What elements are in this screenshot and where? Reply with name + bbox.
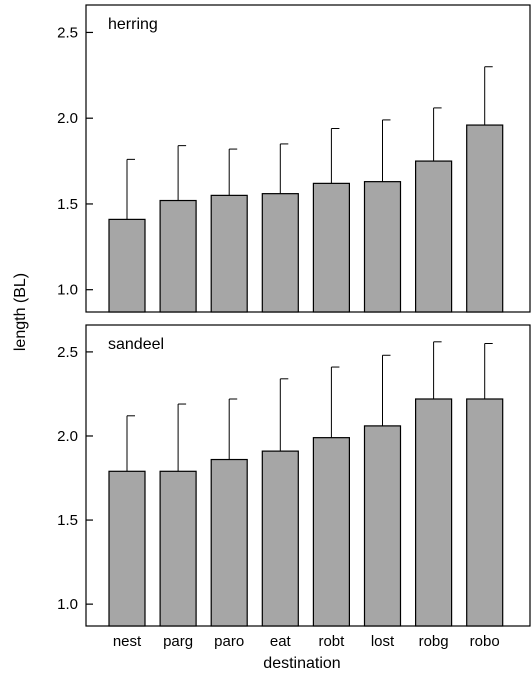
x-tick-label: parg <box>163 633 193 650</box>
bar <box>312 437 350 627</box>
x-axis-title: destination <box>263 655 340 672</box>
bar <box>415 398 453 627</box>
bar <box>210 458 248 627</box>
bar <box>466 398 504 627</box>
y-tick-label: 2.0 <box>57 110 78 127</box>
bar <box>108 218 146 313</box>
x-tick-label: robt <box>318 633 345 650</box>
panel-label: herring <box>108 16 158 33</box>
y-tick-label: 1.5 <box>57 512 78 529</box>
bar <box>415 160 453 313</box>
x-tick-label: robg <box>419 633 449 650</box>
x-tick-label: eat <box>270 633 292 650</box>
x-tick-label: robo <box>470 633 500 650</box>
x-tick-label: nest <box>113 633 142 650</box>
bar <box>108 470 146 627</box>
bar <box>159 470 197 627</box>
y-tick-label: 2.5 <box>57 24 78 41</box>
bar <box>261 193 299 313</box>
panel-frame <box>85 4 531 313</box>
panel-label: sandeel <box>108 336 164 353</box>
y-tick-label: 2.5 <box>57 344 78 361</box>
panel-frame <box>85 324 531 627</box>
bar <box>261 450 299 627</box>
x-tick-label: lost <box>371 633 395 650</box>
y-tick-label: 1.5 <box>57 196 78 213</box>
y-tick-label: 1.0 <box>57 282 78 299</box>
bar <box>312 182 350 313</box>
bar <box>363 181 402 313</box>
y-tick-label: 2.0 <box>57 428 78 445</box>
bar <box>466 124 504 313</box>
x-tick-label: paro <box>214 633 244 650</box>
bar <box>210 194 248 313</box>
bar <box>363 425 402 627</box>
y-axis-title: length (BL) <box>12 273 29 351</box>
y-tick-label: 1.0 <box>57 596 78 613</box>
bar <box>159 199 197 313</box>
